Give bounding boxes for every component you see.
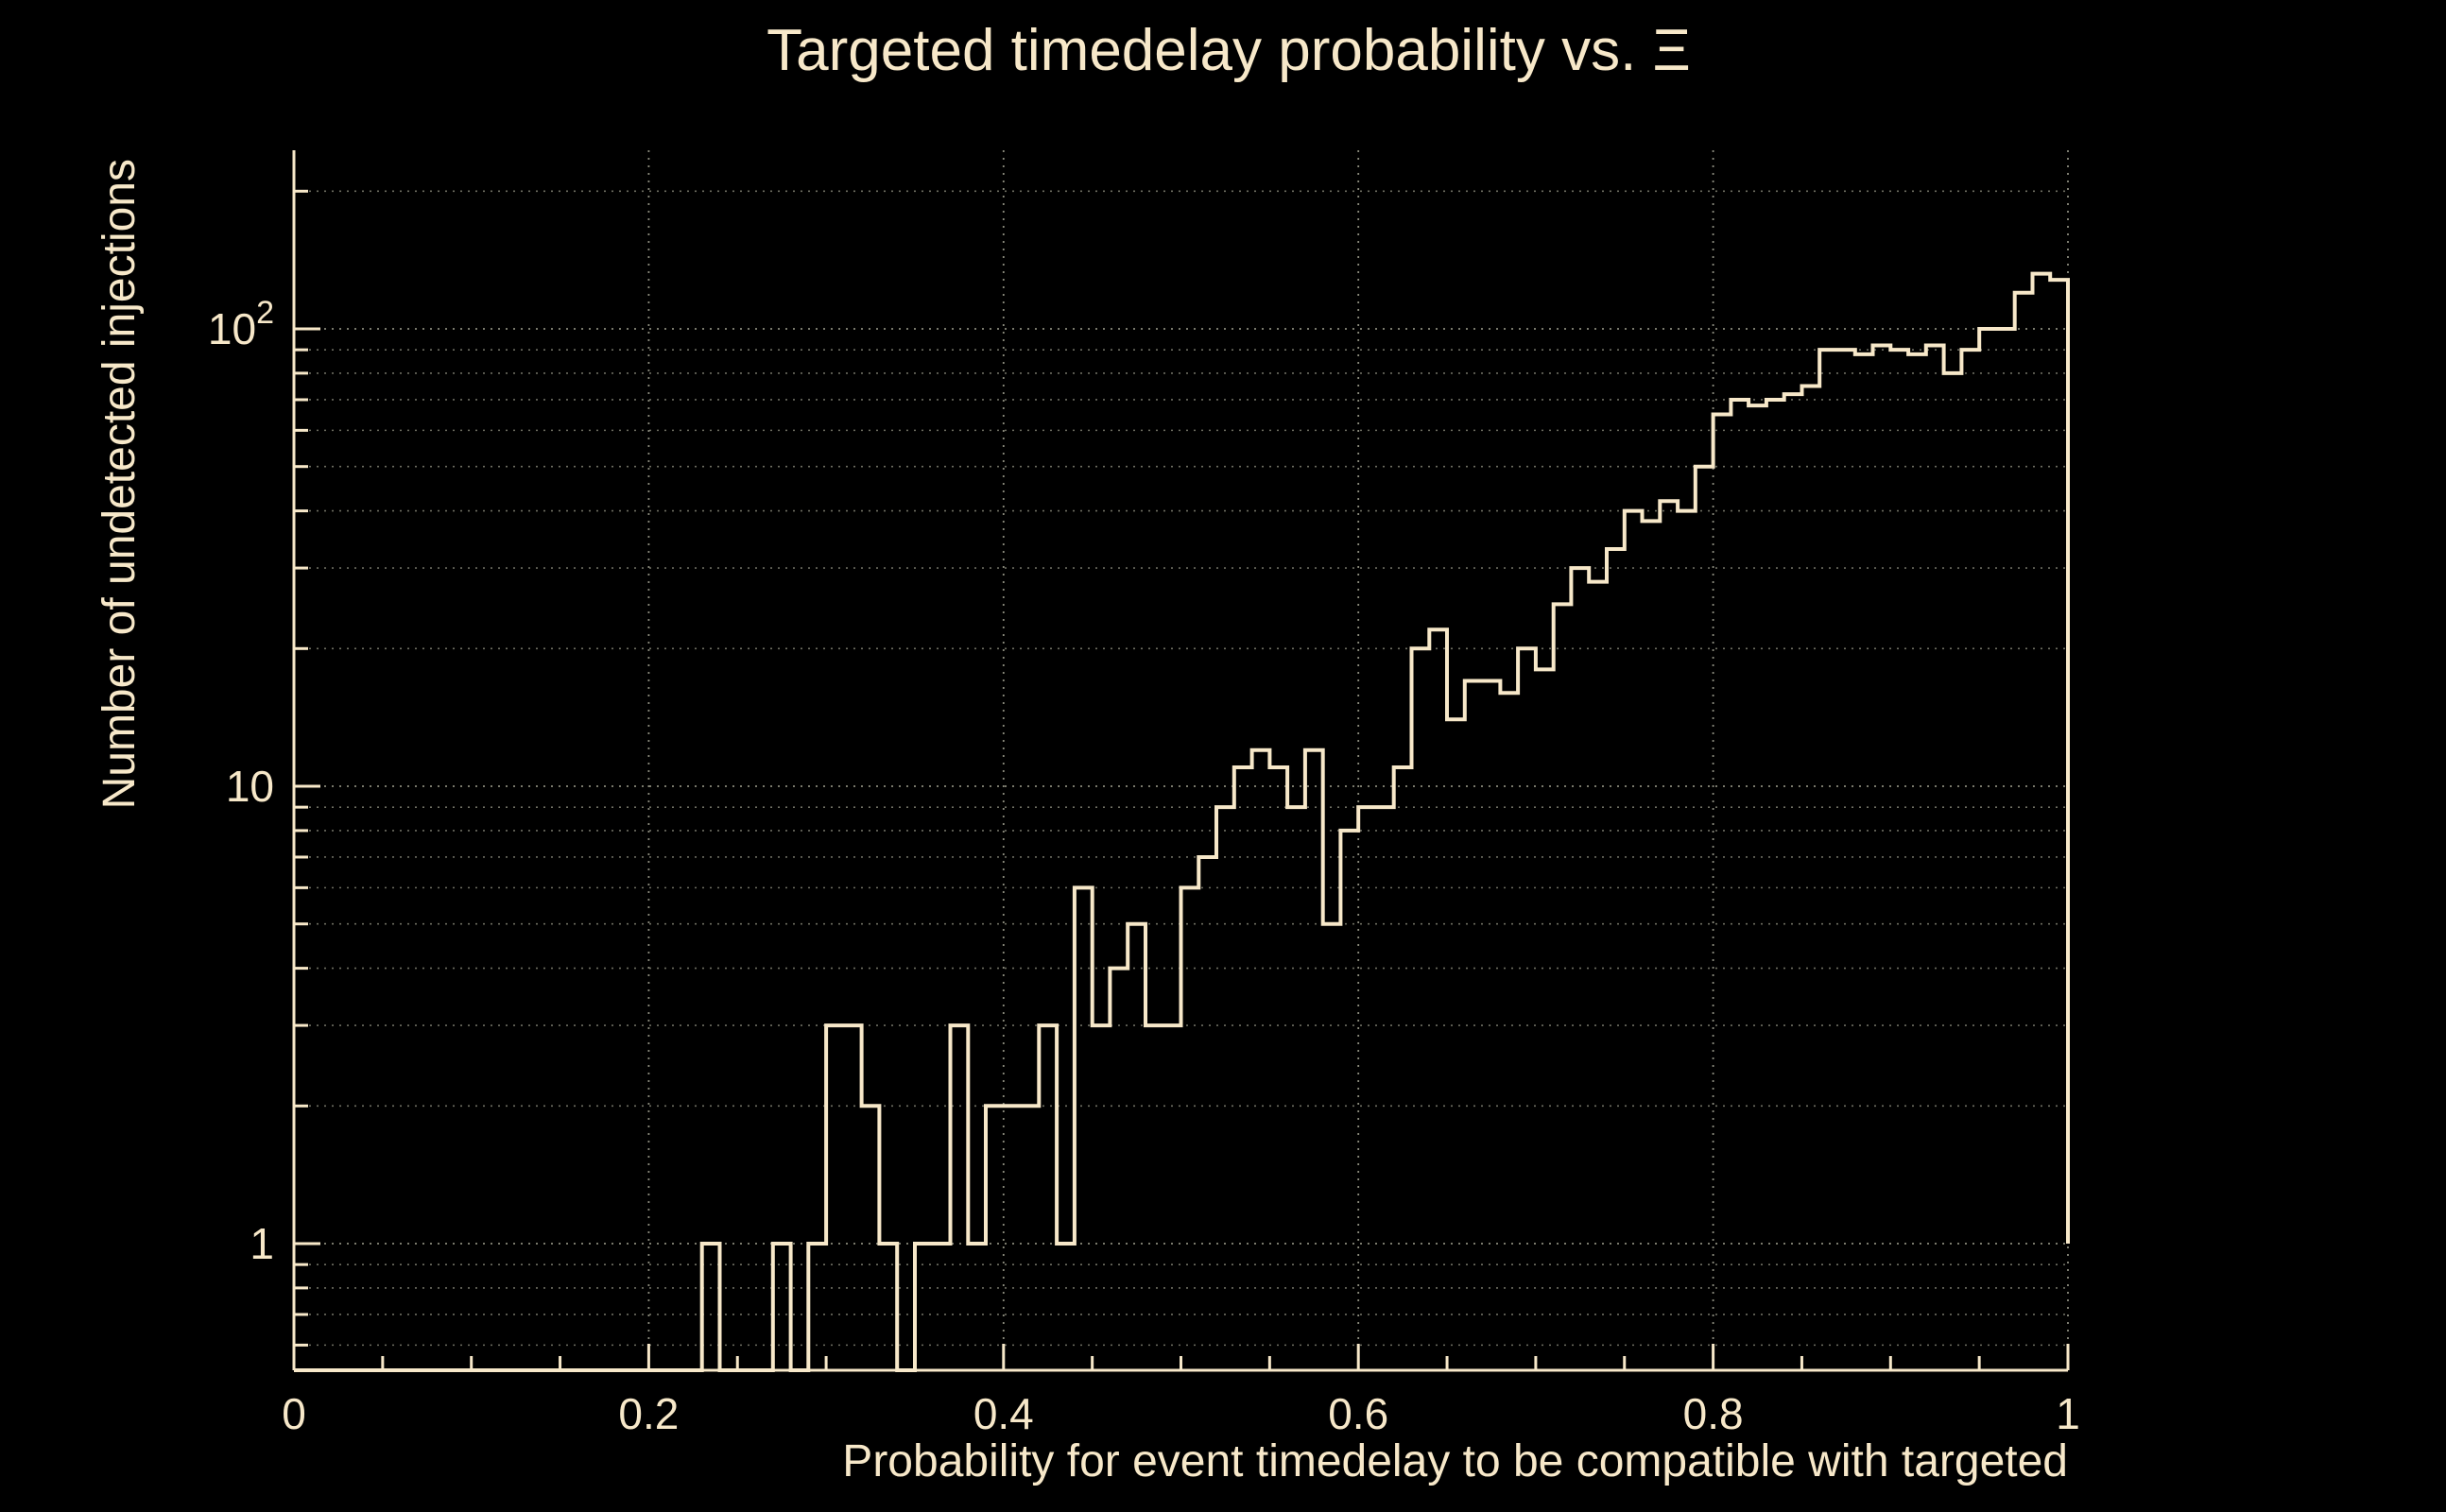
- y-axis-title: Number of undetected injections: [95, 159, 145, 809]
- y-tick-label: 102: [208, 295, 274, 353]
- x-tick-label: 1: [2056, 1389, 2080, 1438]
- x-tick-label: 0.6: [1328, 1389, 1388, 1438]
- y-tick-label-base: 1: [250, 1219, 274, 1268]
- y-tick-label-base: 10: [208, 304, 256, 353]
- y-tick-label-base: 10: [226, 762, 274, 811]
- x-tick-label: 0.4: [973, 1389, 1034, 1438]
- x-tick-label: 0.8: [1683, 1389, 1744, 1438]
- chart-title: Targeted timedelay probability vs. Ξ: [767, 18, 1691, 83]
- x-axis-title: Probability for event timedelay to be co…: [842, 1436, 2068, 1486]
- y-tick-label: 1: [250, 1219, 274, 1268]
- histogram-line: [294, 271, 2070, 1372]
- y-tick-label-exponent: 2: [256, 295, 274, 331]
- x-tick-label: 0: [282, 1389, 306, 1438]
- y-tick-label: 10: [226, 762, 274, 811]
- x-tick-label: 0.2: [618, 1389, 679, 1438]
